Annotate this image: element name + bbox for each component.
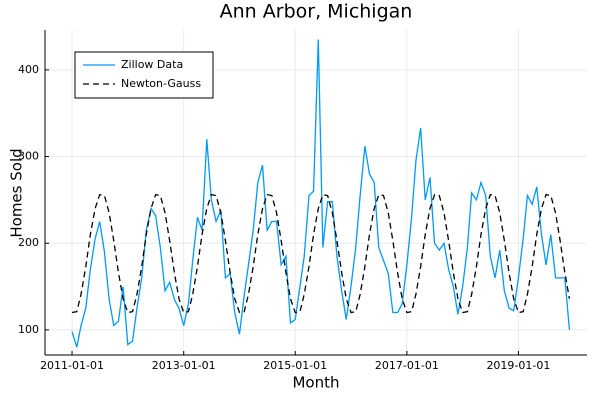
x-tick-label: 2013-01-01: [152, 359, 216, 372]
y-axis-label: Homes Sold: [8, 148, 26, 237]
x-axis-label: Month: [292, 374, 339, 392]
legend-box: [74, 51, 214, 99]
x-tick-label: 2019-01-01: [486, 359, 550, 372]
y-tick-label: 300: [18, 150, 39, 163]
y-tick-label: 400: [18, 63, 39, 76]
x-tick-label: 2011-01-01: [40, 359, 104, 372]
y-tick-label: 200: [18, 236, 39, 249]
legend-label: Newton-Gauss: [121, 77, 201, 90]
chart-title: Ann Arbor, Michigan: [220, 1, 413, 23]
legend-label: Zillow Data: [121, 58, 183, 71]
x-tick-label: 2015-01-01: [263, 359, 327, 372]
y-tick-label: 100: [18, 323, 39, 336]
x-tick-label: 2017-01-01: [375, 359, 439, 372]
series-line: [71, 193, 571, 314]
